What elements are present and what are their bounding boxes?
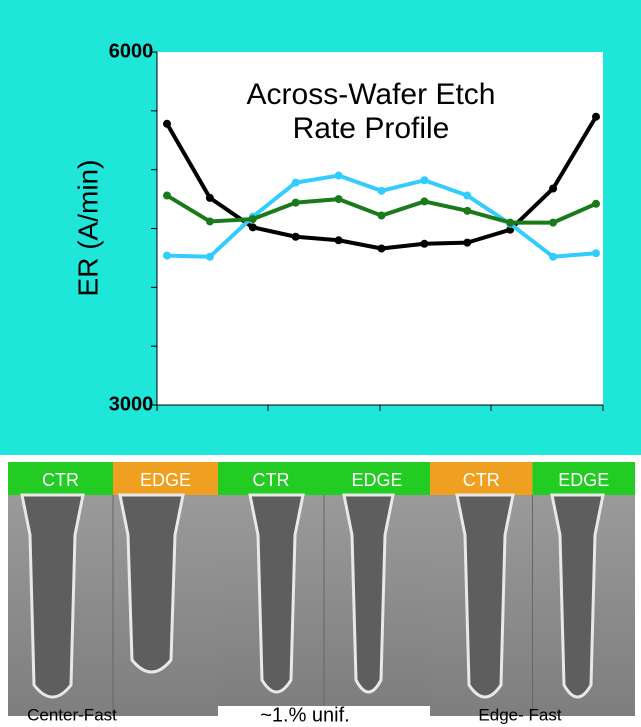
data-point bbox=[549, 253, 557, 261]
data-point bbox=[378, 187, 386, 195]
data-point bbox=[163, 252, 171, 260]
data-point bbox=[592, 113, 600, 121]
y-tick-label: 3000 bbox=[109, 393, 154, 415]
chart-title: Across-Wafer Etch bbox=[247, 78, 496, 111]
data-point bbox=[206, 194, 214, 202]
data-point bbox=[292, 179, 300, 187]
data-point bbox=[463, 207, 471, 215]
data-point bbox=[335, 195, 343, 203]
data-point bbox=[335, 172, 343, 180]
panel-caption: ~1.% unif. bbox=[260, 704, 350, 726]
chart-title: Rate Profile bbox=[293, 112, 450, 145]
data-point bbox=[420, 197, 428, 205]
panel-label: EDGE bbox=[140, 470, 191, 490]
panel-caption: Center-Fast bbox=[27, 705, 117, 724]
panel-label: CTR bbox=[42, 470, 79, 490]
data-point bbox=[378, 212, 386, 220]
data-point bbox=[420, 176, 428, 184]
data-point bbox=[163, 120, 171, 128]
data-point bbox=[420, 240, 428, 248]
data-point bbox=[249, 223, 257, 231]
panel-label: EDGE bbox=[351, 470, 402, 490]
y-tick-label: 6000 bbox=[109, 40, 154, 62]
data-point bbox=[249, 215, 257, 223]
panel-label: EDGE bbox=[558, 470, 609, 490]
data-point bbox=[292, 199, 300, 207]
data-point bbox=[506, 219, 514, 227]
y-axis-label: ER (A/min) bbox=[72, 160, 103, 297]
data-point bbox=[206, 217, 214, 225]
data-point bbox=[592, 249, 600, 257]
data-point bbox=[463, 239, 471, 247]
data-point bbox=[206, 253, 214, 261]
data-point bbox=[292, 233, 300, 241]
panel-caption: Edge- Fast bbox=[478, 705, 561, 724]
data-point bbox=[163, 192, 171, 200]
panel-label: CTR bbox=[463, 470, 500, 490]
data-point bbox=[335, 236, 343, 244]
data-point bbox=[463, 192, 471, 200]
panel-label: CTR bbox=[253, 470, 290, 490]
page: Across-Wafer Etch Rate Profile ER (A/min… bbox=[0, 0, 641, 727]
data-point bbox=[549, 219, 557, 227]
data-point bbox=[549, 184, 557, 192]
data-point bbox=[378, 245, 386, 253]
data-point bbox=[592, 200, 600, 208]
